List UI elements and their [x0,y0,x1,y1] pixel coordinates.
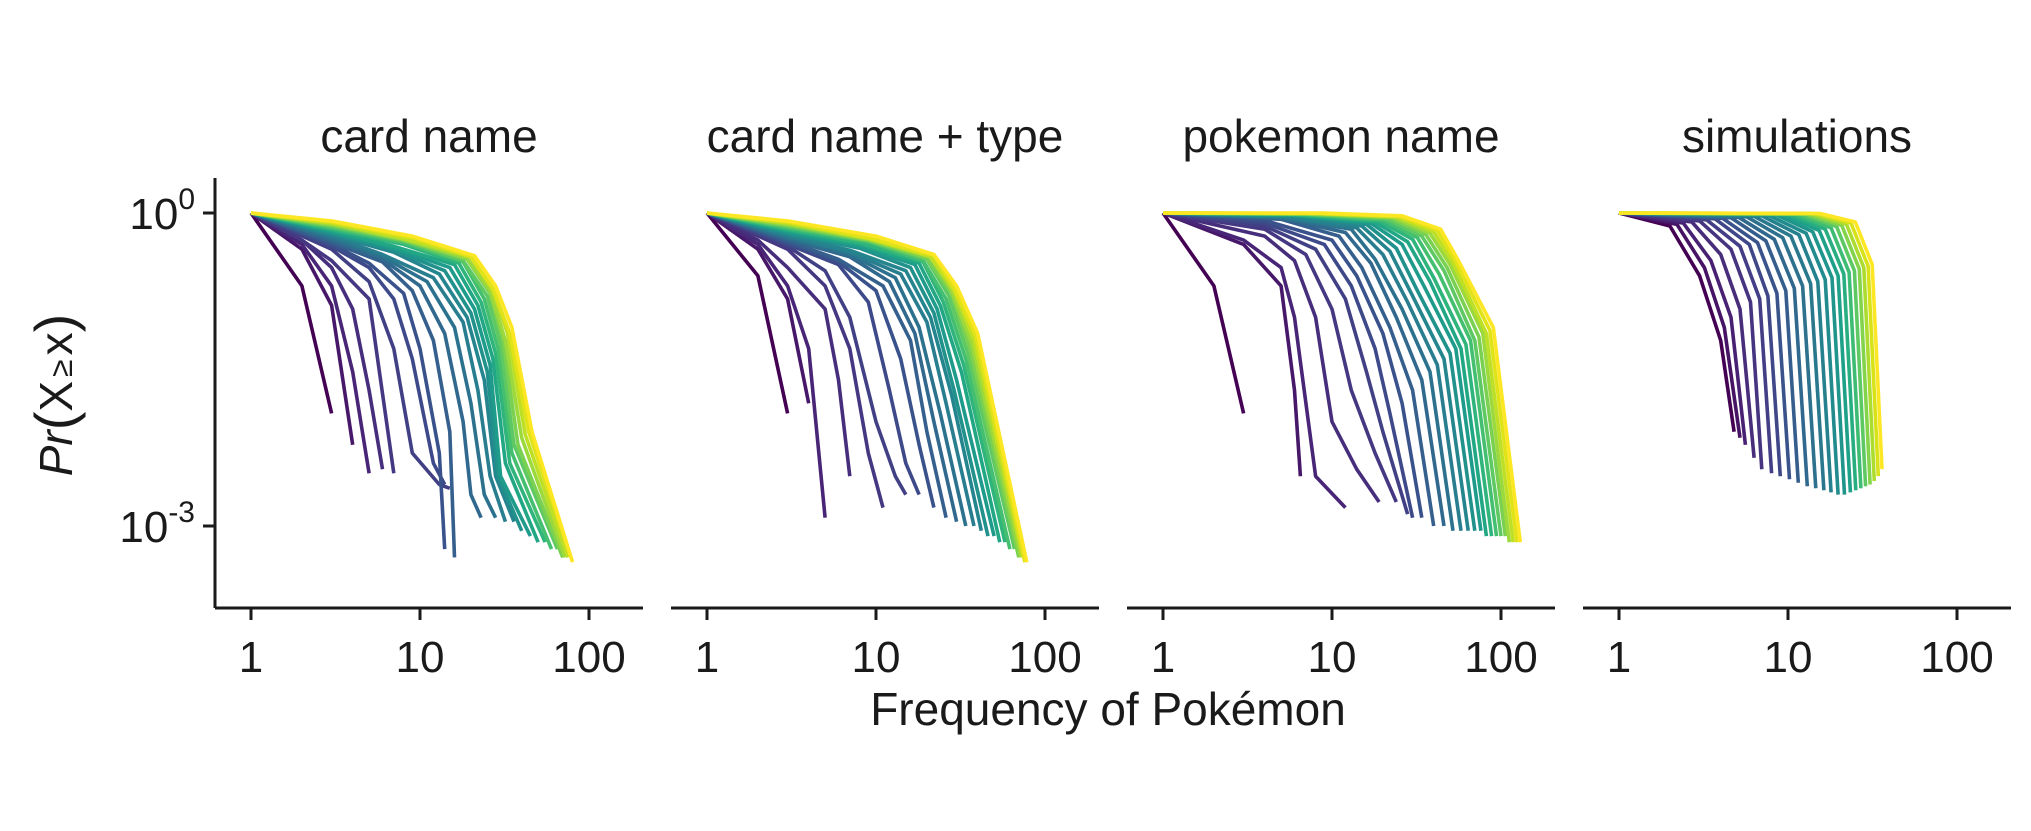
series-line-2 [1618,211,1742,439]
series-line-2 [1162,211,1303,477]
y-axis-title-x-lower: x [30,332,82,355]
panels-layer: card name 1 10 100 100 10-3 card name + type 1 1… [119,110,2011,682]
series-line-24 [1163,211,1523,543]
x-tick-label: 1 [239,633,263,682]
panel-4: simulations 1 10 100 [1583,110,2011,682]
x-tick-label: 10 [852,633,901,682]
series-line-8 [1162,211,1424,519]
y-axis-title: Pr(X ≥ x) [23,314,86,477]
series-line-7 [1618,211,1783,477]
series-line-2 [249,211,355,446]
series-line-3 [250,211,371,474]
series-line-6 [1162,211,1410,515]
x-tick-label: 100 [1008,633,1081,682]
x-tick-label: 1 [1607,633,1631,682]
y-axis-title-close: ) [23,314,86,333]
y-tick-label: 10-3 [119,496,195,552]
panel-title: simulations [1682,110,1912,162]
series-line-1 [1161,211,1246,414]
series-line-11 [250,211,498,519]
series-line-3 [1162,211,1347,509]
panel-title: card name + type [707,110,1064,162]
series-line-2 [705,211,811,404]
panel-title: pokemon name [1182,110,1499,162]
x-tick-label: 100 [552,633,625,682]
x-tick-label: 10 [1764,633,1813,682]
panel-title: card name [320,110,537,162]
x-tick-label: 100 [1920,633,1993,682]
y-axis-title-x-upper: X [30,381,82,412]
series-line-4 [1162,211,1381,504]
series-line-9 [250,211,457,558]
series-line-4 [706,211,852,477]
series-line-5 [706,211,885,509]
series-line-1 [1618,211,1736,433]
series-line-1 [705,211,790,414]
x-tick-label: 100 [1464,633,1537,682]
series-line-23 [1618,211,1884,470]
x-tick-label: 10 [1308,633,1357,682]
panel-3: pokemon name 1 10 100 [1127,110,1555,682]
series-line-3 [706,211,827,518]
series-line-12 [250,211,508,523]
x-axis-title: Frequency of Pokémon [870,683,1346,735]
x-tick-label: 1 [1151,633,1175,682]
series-line-5 [250,211,396,474]
panel-2: card name + type 1 10 100 [671,110,1099,682]
series-line-24 [250,211,575,563]
x-tick-label: 10 [396,633,445,682]
panel-1: card name 1 10 100 100 10-3 [119,110,643,682]
series-line-1 [249,211,334,414]
y-axis-title-open: ( [23,411,86,430]
y-axis-title-ge: ≥ [43,359,79,377]
y-axis-title-pr: Pr [30,429,82,477]
series-line-7 [1162,211,1415,519]
y-tick-label: 100 [129,183,195,239]
series-line-5 [1162,211,1398,503]
series-line-18 [1618,211,1863,489]
x-tick-label: 1 [695,633,719,682]
series-line-24 [706,211,1029,563]
